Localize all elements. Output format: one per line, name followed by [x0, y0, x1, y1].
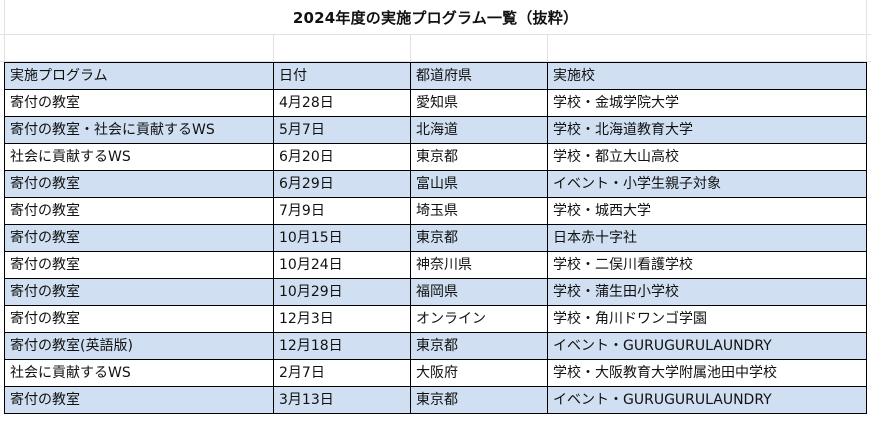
cell-program[interactable]: 寄付の教室 [4, 386, 274, 414]
sheet-title: 2024年度の実施プログラム一覧（抜粋） [292, 8, 579, 27]
cell-program[interactable]: 寄付の教室 [4, 251, 274, 279]
cell-venue[interactable]: 学校・城西大学 [547, 197, 867, 225]
cell-prefecture[interactable]: 東京都 [410, 143, 548, 171]
cell-prefecture[interactable]: 大阪府 [410, 359, 548, 387]
cell-venue[interactable]: イベント・GURUGURULAUNDRY [547, 332, 867, 360]
cell-venue[interactable]: 学校・都立大山高校 [547, 143, 867, 171]
column-header-date[interactable]: 日付 [273, 62, 411, 90]
cell-prefecture[interactable]: 北海道 [410, 116, 548, 144]
table-row: 社会に貢献するWS 2月7日 大阪府 学校・大阪教育大学附属池田中学校 [4, 359, 867, 387]
table-row: 寄付の教室 10月15日 東京都 日本赤十字社 [4, 224, 867, 252]
gridline [0, 34, 871, 35]
program-table: 実施プログラム 日付 都道府県 実施校 寄付の教室 4月28日 愛知県 学校・金城学院… [4, 62, 867, 414]
cell-program[interactable]: 寄付の教室 [4, 305, 274, 333]
cell-program[interactable]: 寄付の教室(英語版) [4, 332, 274, 360]
gridline [866, 0, 867, 62]
table-row: 寄付の教室・社会に貢献するWS 5月7日 北海道 学校・北海道教育大学 [4, 116, 867, 144]
table-row: 寄付の教室 7月9日 埼玉県 学校・城西大学 [4, 197, 867, 225]
cell-date[interactable]: 3月13日 [273, 386, 411, 414]
table-row: 寄付の教室 3月13日 東京都 イベント・GURUGURULAUNDRY [4, 386, 867, 414]
gridline [410, 34, 411, 62]
cell-prefecture[interactable]: 東京都 [410, 332, 548, 360]
cell-venue[interactable]: 日本赤十字社 [547, 224, 867, 252]
cell-date[interactable]: 4月28日 [273, 89, 411, 117]
cell-date[interactable]: 5月7日 [273, 116, 411, 144]
cell-date[interactable]: 10月15日 [273, 224, 411, 252]
cell-prefecture[interactable]: 福岡県 [410, 278, 548, 306]
cell-prefecture[interactable]: 神奈川県 [410, 251, 548, 279]
cell-program[interactable]: 寄付の教室 [4, 170, 274, 198]
column-header-program[interactable]: 実施プログラム [4, 62, 274, 90]
cell-venue[interactable]: 学校・二俣川看護学校 [547, 251, 867, 279]
title-cell[interactable]: 2024年度の実施プログラム一覧（抜粋） [0, 0, 871, 34]
cell-prefecture[interactable]: 東京都 [410, 386, 548, 414]
table-row: 寄付の教室 10月24日 神奈川県 学校・二俣川看護学校 [4, 251, 867, 279]
table-row: 寄付の教室 4月28日 愛知県 学校・金城学院大学 [4, 89, 867, 117]
cell-date[interactable]: 2月7日 [273, 359, 411, 387]
cell-program[interactable]: 社会に貢献するWS [4, 359, 274, 387]
cell-venue[interactable]: 学校・金城学院大学 [547, 89, 867, 117]
cell-prefecture[interactable]: 愛知県 [410, 89, 548, 117]
cell-prefecture[interactable]: オンライン [410, 305, 548, 333]
cell-program[interactable]: 寄付の教室・社会に貢献するWS [4, 116, 274, 144]
table-body: 寄付の教室 4月28日 愛知県 学校・金城学院大学 寄付の教室・社会に貢献するWS 5月7… [4, 89, 867, 414]
cell-venue[interactable]: 学校・大阪教育大学附属池田中学校 [547, 359, 867, 387]
cell-prefecture[interactable]: 埼玉県 [410, 197, 548, 225]
cell-program[interactable]: 社会に貢献するWS [4, 143, 274, 171]
cell-prefecture[interactable]: 東京都 [410, 224, 548, 252]
cell-venue[interactable]: 学校・蒲生田小学校 [547, 278, 867, 306]
header-row: 実施プログラム 日付 都道府県 実施校 [4, 62, 867, 90]
cell-venue[interactable]: 学校・北海道教育大学 [547, 116, 867, 144]
gridline [547, 34, 548, 62]
cell-date[interactable]: 6月20日 [273, 143, 411, 171]
table-row: 寄付の教室 6月29日 富山県 イベント・小学生親子対象 [4, 170, 867, 198]
column-header-venue[interactable]: 実施校 [547, 62, 867, 90]
cell-date[interactable]: 10月24日 [273, 251, 411, 279]
gridline [4, 0, 5, 62]
cell-date[interactable]: 12月18日 [273, 332, 411, 360]
cell-prefecture[interactable]: 富山県 [410, 170, 548, 198]
cell-date[interactable]: 12月3日 [273, 305, 411, 333]
cell-venue[interactable]: イベント・GURUGURULAUNDRY [547, 386, 867, 414]
gridline [273, 34, 274, 62]
cell-program[interactable]: 寄付の教室 [4, 278, 274, 306]
cell-date[interactable]: 7月9日 [273, 197, 411, 225]
table-row: 寄付の教室(英語版) 12月18日 東京都 イベント・GURUGURULAUNDRY [4, 332, 867, 360]
table-row: 社会に貢献するWS 6月20日 東京都 学校・都立大山高校 [4, 143, 867, 171]
cell-date[interactable]: 10月29日 [273, 278, 411, 306]
cell-program[interactable]: 寄付の教室 [4, 197, 274, 225]
cell-program[interactable]: 寄付の教室 [4, 224, 274, 252]
gridline [0, 61, 871, 62]
cell-program[interactable]: 寄付の教室 [4, 89, 274, 117]
cell-date[interactable]: 6月29日 [273, 170, 411, 198]
cell-venue[interactable]: イベント・小学生親子対象 [547, 170, 867, 198]
table-row: 寄付の教室 12月3日 オンライン 学校・角川ドワンゴ学園 [4, 305, 867, 333]
cell-venue[interactable]: 学校・角川ドワンゴ学園 [547, 305, 867, 333]
table-row: 寄付の教室 10月29日 福岡県 学校・蒲生田小学校 [4, 278, 867, 306]
column-header-prefecture[interactable]: 都道府県 [410, 62, 548, 90]
